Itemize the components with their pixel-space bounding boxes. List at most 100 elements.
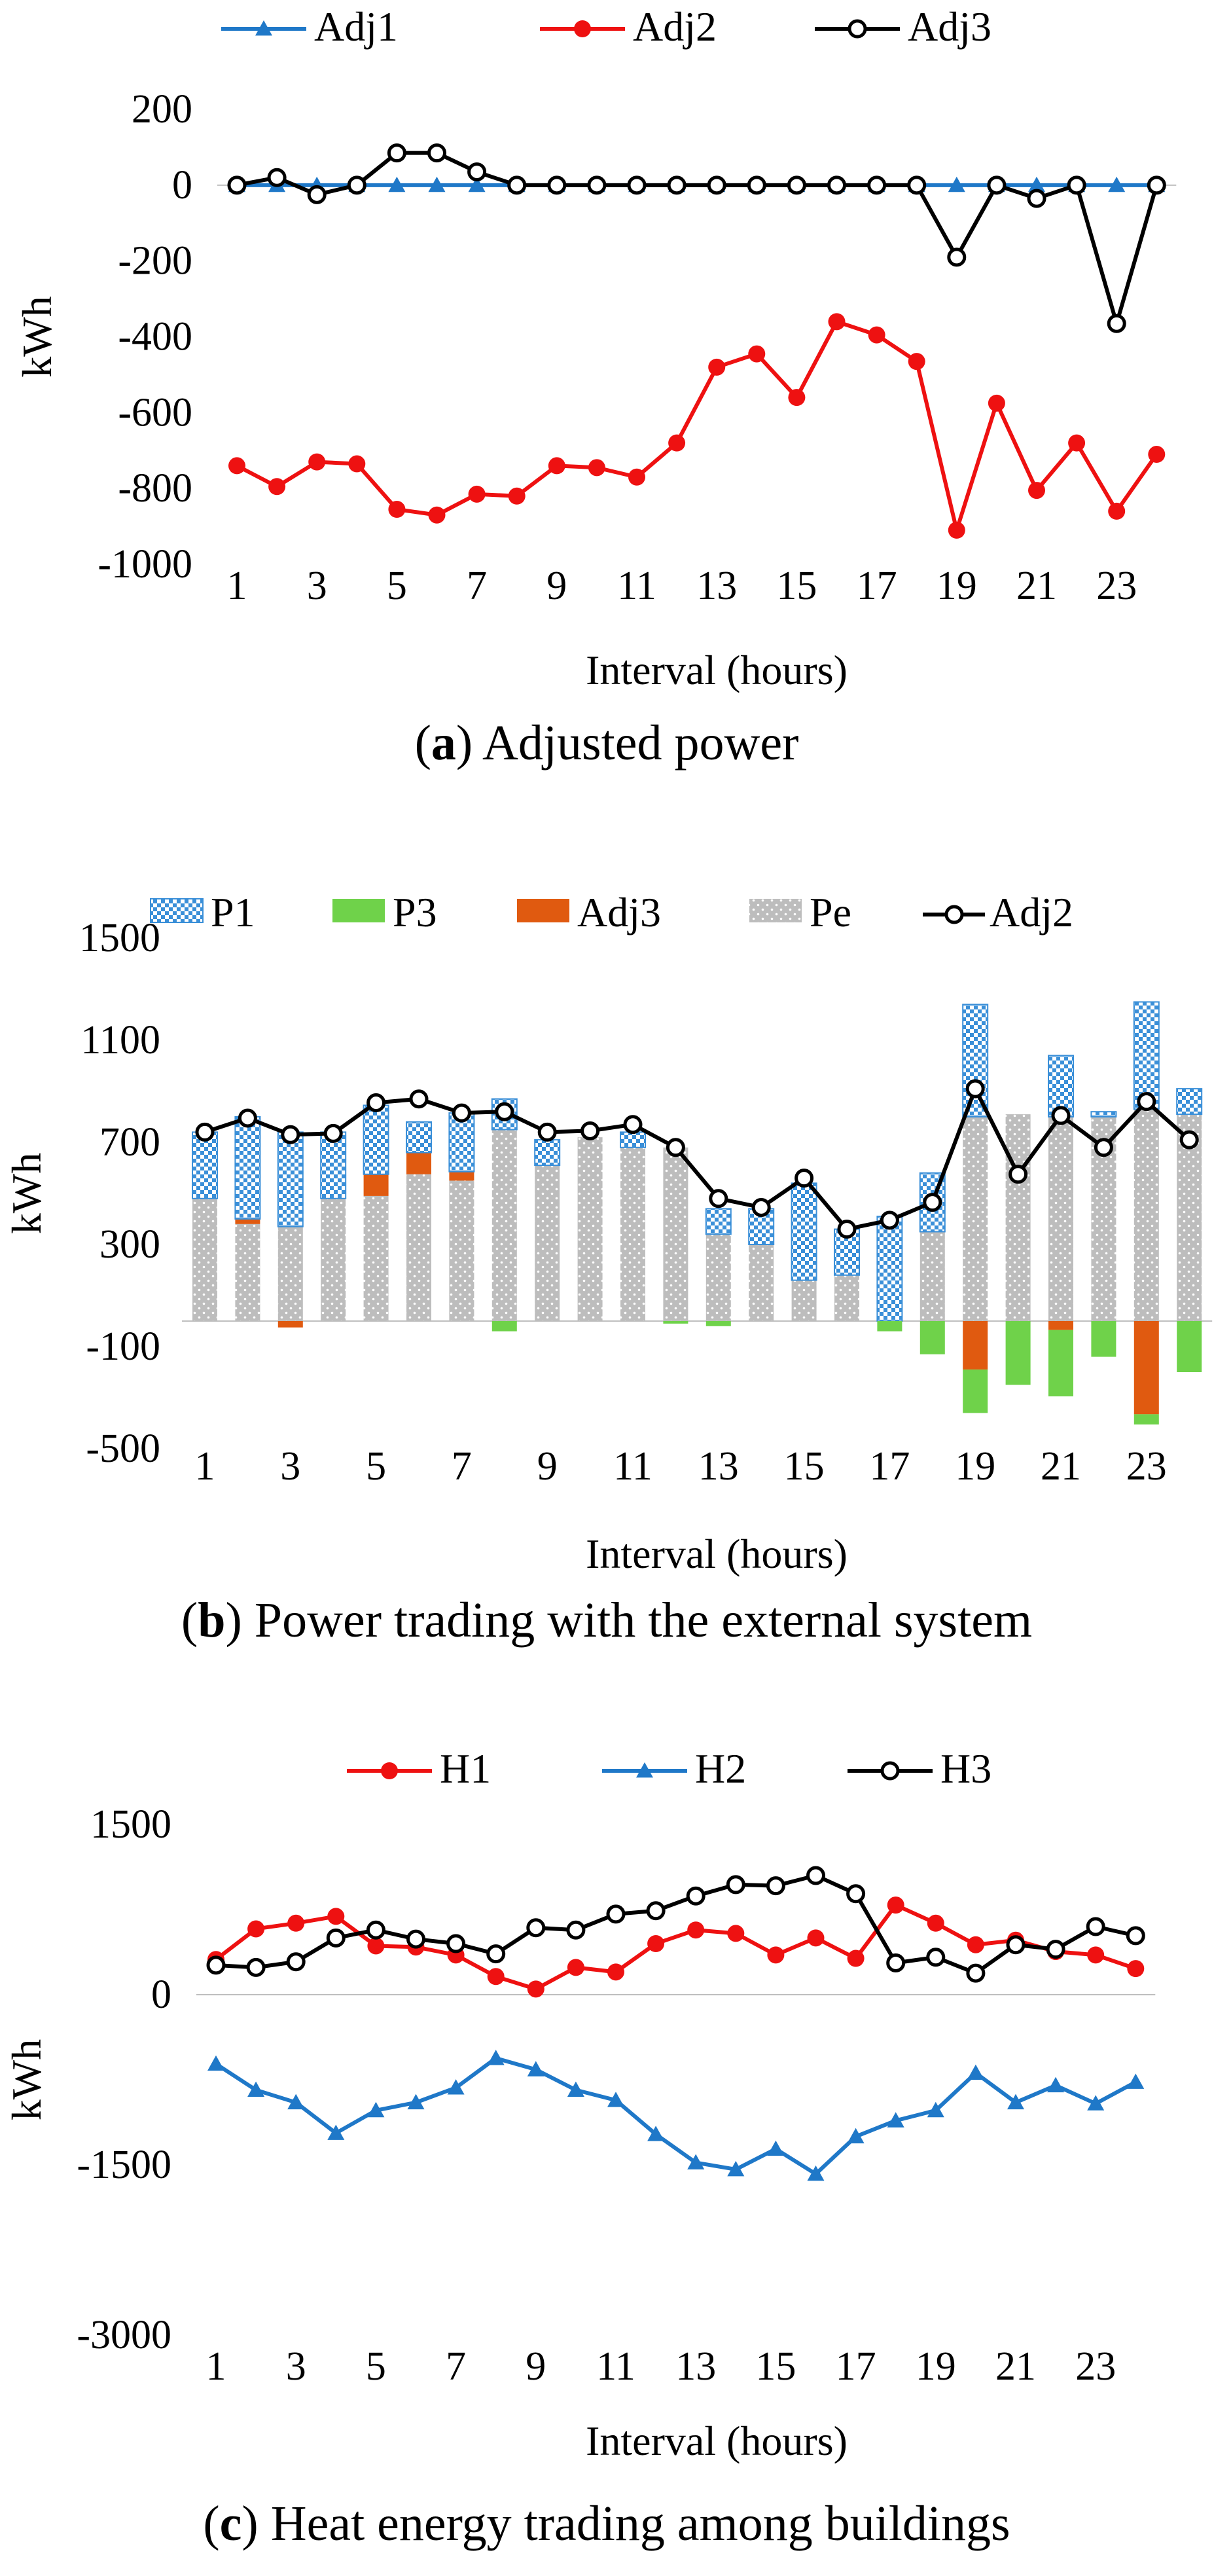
h1-point <box>367 1937 385 1955</box>
h2-point <box>727 2160 745 2177</box>
caption-paren: ( <box>415 716 431 771</box>
h3-point <box>1126 1926 1145 1946</box>
h1-point <box>247 1920 265 1938</box>
x-axis-label: Interval (hours) <box>586 647 848 693</box>
y-tick-label: -3000 <box>77 2313 171 2357</box>
adj2-point <box>308 453 326 471</box>
bar-adj3 <box>449 1171 474 1181</box>
h3-point <box>1006 1935 1026 1955</box>
adj1-point <box>388 176 406 192</box>
series-h2 <box>207 2050 1145 2181</box>
adj3-point <box>307 185 327 204</box>
h2-point <box>367 2101 385 2118</box>
bar-pe <box>791 1280 817 1321</box>
bar-adj3 <box>963 1321 988 1370</box>
adj2-point <box>988 394 1005 412</box>
bar-pe <box>535 1165 560 1321</box>
x-tick-label: 23 <box>1075 2344 1116 2389</box>
caption-letter: b <box>198 1593 225 1648</box>
h2-point <box>1047 2077 1065 2093</box>
h3-point <box>446 1934 466 1953</box>
bar-pe <box>620 1147 645 1321</box>
h2-point <box>567 2081 584 2097</box>
legend-label: Adj2 <box>633 3 717 50</box>
adj2-point <box>708 358 726 376</box>
series-adj2 <box>195 1079 1199 1239</box>
adj2-point <box>868 326 885 344</box>
adj3-point <box>907 175 927 195</box>
legend-h1: H1 <box>347 1745 491 1792</box>
h1-point <box>1127 1960 1145 1978</box>
h3-point <box>606 1904 626 1924</box>
bar-pe <box>321 1198 346 1321</box>
legend-label: P1 <box>211 889 255 935</box>
x-tick-label: 11 <box>596 2344 635 2389</box>
adj2-point <box>1179 1130 1199 1150</box>
legend-adj3: Adj3 <box>815 3 991 50</box>
x-tick-label: 13 <box>675 2344 716 2389</box>
x-tick-label: 7 <box>446 2344 466 2389</box>
y-tick-label: -600 <box>118 390 192 435</box>
h3-point <box>206 1955 226 1975</box>
bar-p1 <box>1133 1001 1160 1110</box>
figure-caption: (b) Power trading with the external syst… <box>181 1593 1032 1648</box>
x-tick-label: 5 <box>366 1444 386 1489</box>
adj3-point <box>787 175 806 195</box>
adj1-point <box>1028 176 1045 192</box>
figure-caption: (a) Adjusted power <box>415 716 799 771</box>
bar-pe <box>406 1174 431 1321</box>
h3-point <box>766 1876 785 1896</box>
y-tick-label: -800 <box>118 466 192 511</box>
adj2-point <box>828 313 846 331</box>
h1-line <box>215 1902 1137 1991</box>
h2-point <box>967 2064 984 2080</box>
adj3-point <box>1107 314 1126 333</box>
h2-point <box>327 2124 345 2140</box>
adj2-point <box>1009 1165 1028 1184</box>
adj2-point <box>537 1122 557 1142</box>
adj2-point <box>623 1115 643 1134</box>
bar-p1 <box>406 1121 432 1153</box>
x-tick-label: 3 <box>307 564 327 608</box>
adj2-point <box>880 1210 899 1230</box>
bar-pe <box>1005 1114 1031 1321</box>
adj1-point <box>1108 176 1126 192</box>
bar-p1 <box>620 1131 646 1148</box>
bar-adj3 <box>1134 1321 1159 1415</box>
x-tick-label: 19 <box>937 564 977 608</box>
adj2-point <box>751 1197 771 1217</box>
legend-swatch <box>749 899 802 922</box>
bar-p3 <box>491 1321 517 1332</box>
bar-p1 <box>534 1139 561 1167</box>
adj3-point <box>867 175 887 195</box>
x-tick-label: 21 <box>1041 1444 1081 1489</box>
y-tick-label: 300 <box>99 1222 160 1267</box>
bar-p3 <box>963 1370 988 1413</box>
x-tick-label: 5 <box>387 564 407 608</box>
h2-line <box>215 2056 1137 2177</box>
h1-point <box>327 1908 345 1925</box>
bars <box>192 1001 1203 1424</box>
adj3-line <box>236 151 1159 331</box>
x-tick-label: 1 <box>206 2344 226 2389</box>
adj2-point <box>1148 446 1166 463</box>
bar-pe <box>749 1244 774 1321</box>
bar-p3 <box>919 1321 945 1354</box>
adj3-point <box>587 175 607 195</box>
bar-p1 <box>277 1131 304 1227</box>
h3-point <box>806 1866 825 1885</box>
legend-marker <box>381 1762 398 1779</box>
bar-p3 <box>1005 1321 1031 1385</box>
bar-p1 <box>1176 1088 1203 1116</box>
series-h3 <box>206 1866 1145 1983</box>
x-axis-label: Interval (hours) <box>586 1531 848 1577</box>
x-tick-label: 3 <box>286 2344 306 2389</box>
h2-point <box>487 2050 505 2065</box>
h3-point <box>366 1920 385 1940</box>
adj2-point <box>628 468 645 486</box>
legend-marker <box>636 1762 653 1778</box>
bar-p3 <box>1091 1321 1116 1357</box>
adj3-point <box>987 175 1007 195</box>
